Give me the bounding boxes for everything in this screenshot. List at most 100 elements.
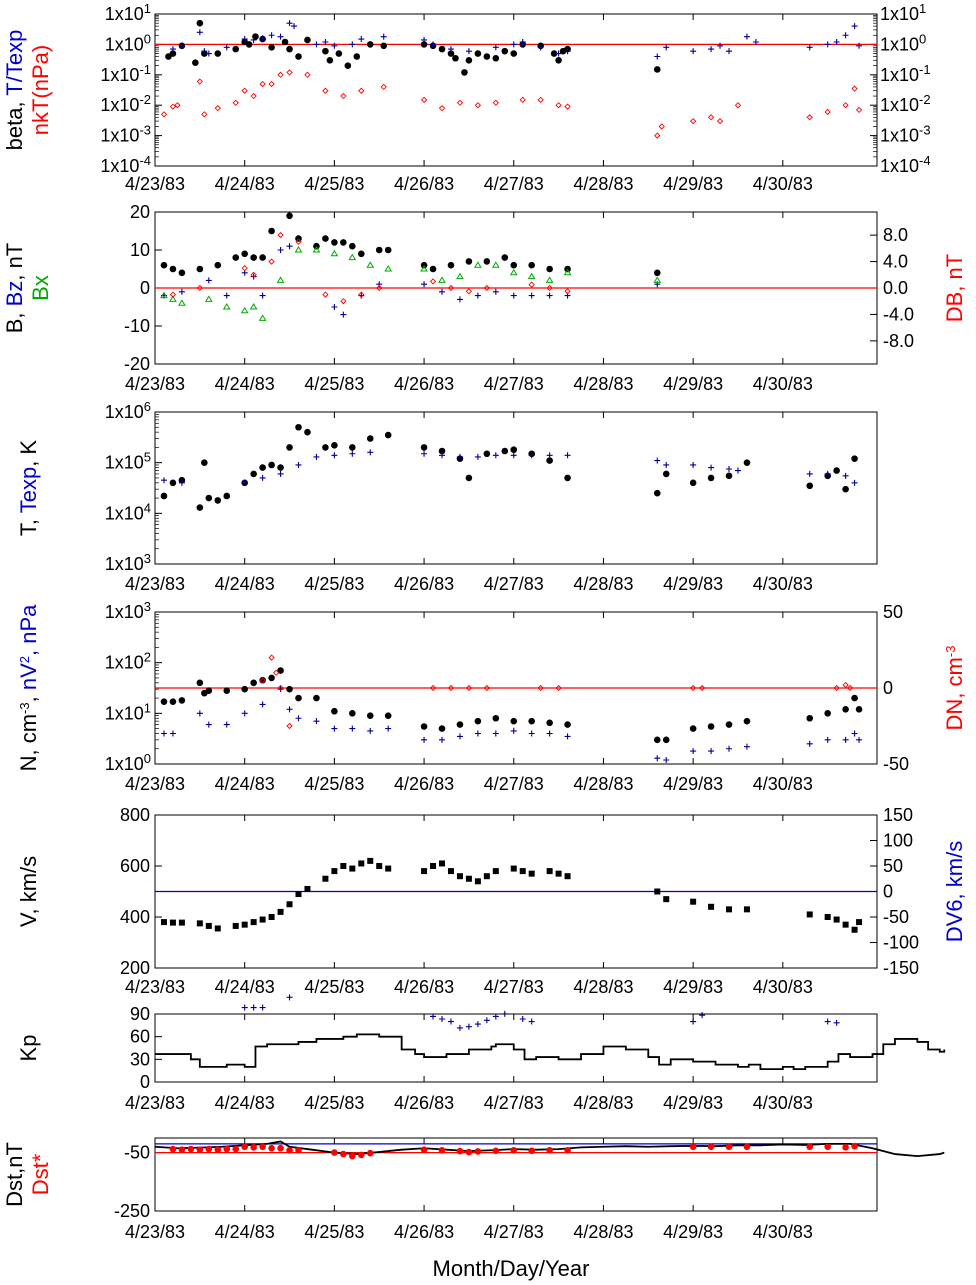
data-point xyxy=(421,868,428,875)
data-point xyxy=(447,46,454,53)
data-point xyxy=(726,48,733,55)
data-point xyxy=(250,470,257,478)
y2-tick-label: 1x10-2 xyxy=(880,92,931,116)
y-tick-label: 1x104 xyxy=(105,500,151,524)
x-tick-label: 4/29/83 xyxy=(663,374,723,394)
y-tick-label: 200 xyxy=(120,958,150,978)
series-0 xyxy=(160,423,858,511)
data-point xyxy=(205,687,213,694)
data-point xyxy=(340,92,347,100)
y-tick-base: 1x10 xyxy=(105,453,144,473)
data-point xyxy=(295,53,302,60)
data-point xyxy=(286,45,293,53)
data-point xyxy=(304,885,311,892)
y-tick-exp: -4 xyxy=(139,153,151,168)
data-point xyxy=(474,1148,482,1155)
data-point xyxy=(196,78,203,85)
y-axis-label-part: Kp xyxy=(16,1035,41,1062)
y-axis-label-part: , nT xyxy=(2,243,27,281)
y-tick-label: 1x10-1 xyxy=(100,61,151,85)
data-point xyxy=(178,697,186,704)
data-point xyxy=(268,1144,275,1152)
data-point xyxy=(461,69,468,76)
data-point xyxy=(421,281,428,288)
data-point xyxy=(286,212,293,220)
data-point xyxy=(222,303,231,310)
y-tick-exp: -3 xyxy=(919,122,931,137)
data-point xyxy=(178,299,186,306)
y-tick-exp: 2 xyxy=(144,649,151,664)
data-point xyxy=(268,914,275,920)
data-point xyxy=(232,922,239,929)
x-tick-label: 4/23/83 xyxy=(125,774,185,794)
data-point xyxy=(160,492,168,500)
data-point xyxy=(326,56,334,64)
y-tick-base: 1x10 xyxy=(105,503,144,523)
y-tick-label: 90 xyxy=(130,1004,150,1024)
y2-tick-label: 1x100 xyxy=(880,31,926,55)
data-point xyxy=(340,239,347,246)
data-point xyxy=(241,36,248,43)
data-point xyxy=(527,272,536,280)
data-point xyxy=(169,103,177,110)
x-tick-label: 4/24/83 xyxy=(215,174,275,194)
data-point xyxy=(201,48,208,55)
y2-tick-label: 50 xyxy=(883,602,903,622)
data-point xyxy=(492,868,499,875)
data-point xyxy=(438,447,446,455)
y-axis-label-2: nkT(nPa) xyxy=(28,45,53,135)
data-point xyxy=(420,41,428,48)
data-point xyxy=(842,736,849,743)
data-point xyxy=(331,42,338,49)
data-point xyxy=(743,459,751,466)
y-tick-base: 1x10 xyxy=(105,703,144,723)
data-point xyxy=(178,269,186,277)
x-tick-label: 4/24/83 xyxy=(215,374,275,394)
data-point xyxy=(196,504,204,511)
data-point xyxy=(232,45,240,53)
y-tick-label: -50 xyxy=(124,1143,150,1163)
data-point xyxy=(214,1146,222,1153)
y-tick-label: 1x101 xyxy=(105,1,151,25)
data-point xyxy=(223,721,230,728)
data-point xyxy=(277,464,284,471)
data-point xyxy=(304,36,311,44)
data-point xyxy=(851,694,858,702)
data-point xyxy=(824,710,831,717)
data-point xyxy=(855,706,863,713)
data-point xyxy=(856,919,863,926)
data-point xyxy=(662,736,670,744)
data-point xyxy=(689,725,697,732)
data-point xyxy=(286,685,293,693)
data-point xyxy=(277,71,284,78)
data-point xyxy=(178,288,185,295)
data-point xyxy=(456,1024,463,1031)
x-tick-label: 4/28/83 xyxy=(573,374,633,394)
data-point xyxy=(331,452,338,459)
data-point xyxy=(259,916,266,923)
data-point xyxy=(259,676,266,684)
data-point xyxy=(349,444,356,451)
data-point xyxy=(447,868,454,875)
data-point xyxy=(555,102,562,109)
y2-tick-label: 1x10-4 xyxy=(880,153,931,177)
data-point xyxy=(438,45,446,53)
data-point xyxy=(349,242,356,250)
data-point xyxy=(734,102,742,109)
data-point xyxy=(322,444,329,451)
data-point xyxy=(537,96,544,103)
data-point xyxy=(806,740,813,747)
y2-tick-label: 4.0 xyxy=(883,252,908,272)
data-point xyxy=(366,1149,374,1157)
data-point xyxy=(286,994,293,1001)
data-point xyxy=(286,243,293,250)
data-point xyxy=(663,44,670,51)
data-point xyxy=(268,654,275,661)
plot-frame xyxy=(154,411,878,565)
data-point xyxy=(698,684,706,692)
data-point xyxy=(241,685,248,693)
x-tick-label: 4/24/83 xyxy=(215,1222,275,1242)
data-point xyxy=(277,684,284,692)
data-point xyxy=(456,99,464,106)
y-tick-base: 1x10 xyxy=(880,4,919,24)
